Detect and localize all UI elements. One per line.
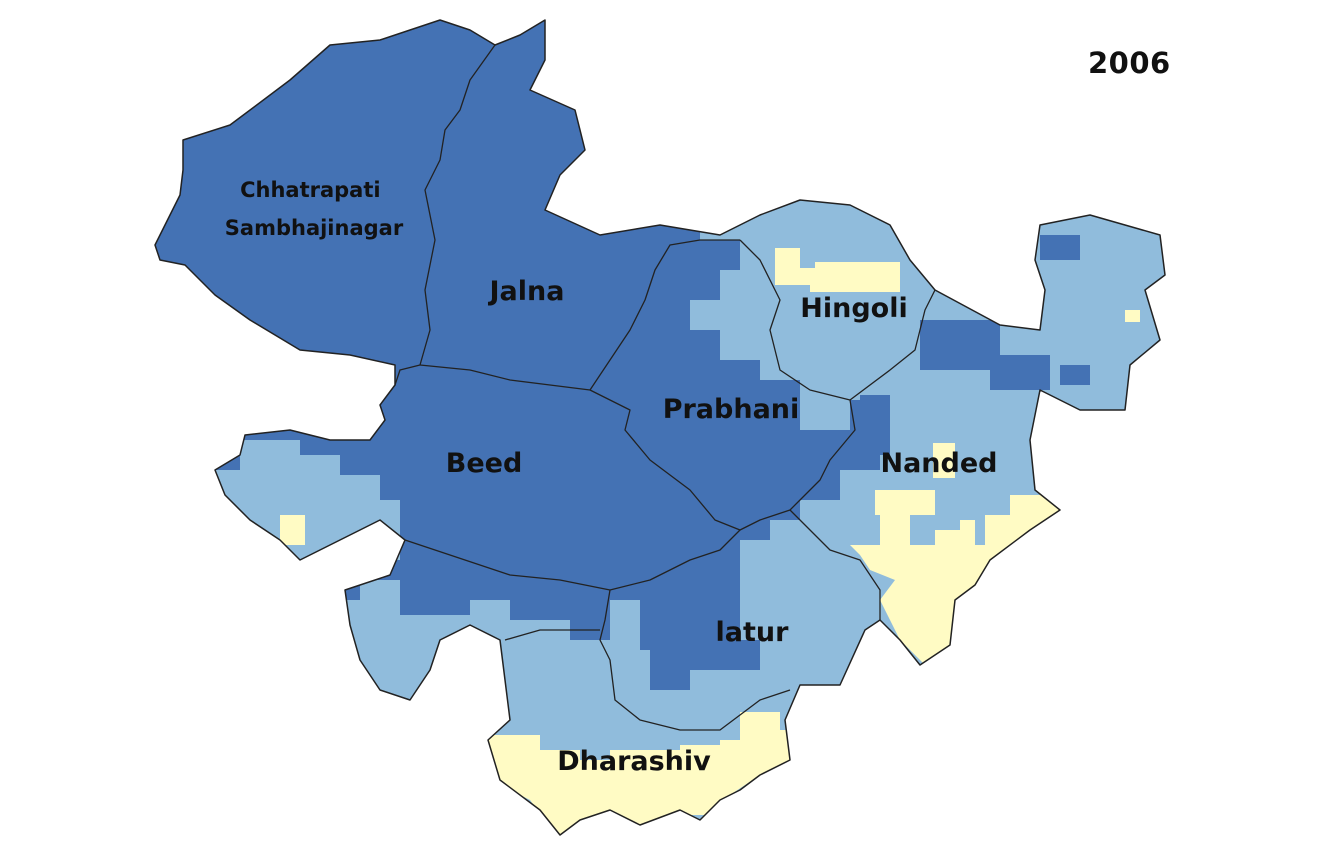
district-label-hingoli: Hingoli <box>800 293 907 324</box>
district-label-line: Chhatrapati <box>240 178 381 202</box>
boundary-jalna-beed <box>419 364 591 391</box>
district-label-jalna: Jalna <box>488 276 565 307</box>
year-label: 2006 <box>1088 46 1171 80</box>
district-label-line: Sambhajinagar <box>225 216 404 240</box>
boundary-jalna-prabhani <box>589 239 740 391</box>
map-zone-pale <box>933 443 955 478</box>
boundary-latur-dharashiv <box>599 589 791 731</box>
boundary-sambhajinagar-jalna <box>419 44 496 366</box>
boundary-prabhani-hingoli <box>739 239 936 401</box>
map-zone-dark <box>1040 235 1080 260</box>
boundary-beed-prabhani <box>589 389 791 531</box>
map-zone-dark <box>990 355 1050 390</box>
map-zone-pale <box>1125 310 1140 322</box>
map-zone-pale <box>480 712 800 835</box>
district-label-beed: Beed <box>446 448 523 479</box>
district-label-dharashiv: Dharashiv <box>557 746 711 777</box>
district-label-latur: latur <box>716 617 790 648</box>
district-boundaries <box>394 44 936 731</box>
district-label-chhatrapati-sambhajinagar: Chhatrapati Sambhajinagar <box>225 178 404 240</box>
district-label-prabhani: Prabhani <box>663 394 800 425</box>
boundary-sambhajinagar-beed <box>394 364 421 386</box>
boundary-prabhani-nanded <box>789 399 856 511</box>
boundary-beed-dharashiv <box>504 629 600 641</box>
map-zone-pale <box>280 515 305 545</box>
map-zone-pale <box>850 490 1060 665</box>
region-outer-boundary <box>154 19 1166 836</box>
map-zone-dark <box>860 395 890 455</box>
map-zone-pale <box>775 248 900 292</box>
district-label-nanded: Nanded <box>880 448 997 479</box>
map-zone-dark <box>1060 365 1090 385</box>
map-zone-dark <box>920 320 1000 370</box>
boundary-nanded-latur <box>789 509 881 620</box>
